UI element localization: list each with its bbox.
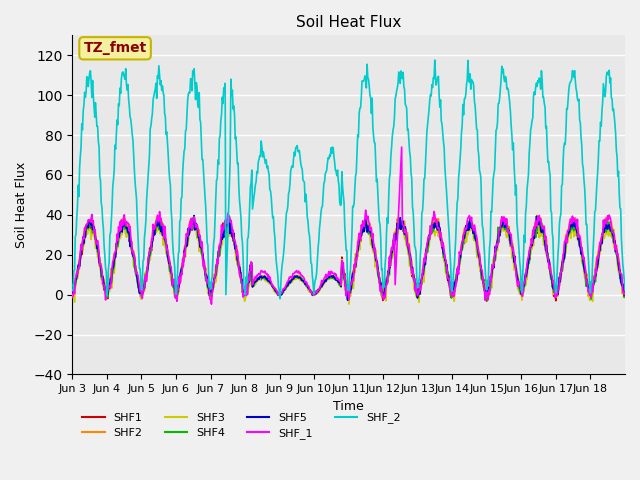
SHF4 <box>263 275 271 280</box>
SHF3 <box>438 244 446 250</box>
SHF_2 <box>431 57 438 63</box>
SHF4 <box>438 236 445 242</box>
X-axis label: Time: Time <box>333 400 364 413</box>
SHF_2 <box>276 296 284 301</box>
SHF3 <box>133 280 141 286</box>
SHF4 <box>284 283 292 288</box>
SHF_2 <box>438 121 446 127</box>
SHF_2 <box>68 288 76 293</box>
SHF2 <box>235 260 243 265</box>
SHF2 <box>262 276 270 282</box>
Line: SHF5: SHF5 <box>72 216 625 300</box>
SHF2 <box>438 234 445 240</box>
SHF1 <box>621 287 629 292</box>
Title: Soil Heat Flux: Soil Heat Flux <box>296 15 401 30</box>
SHF4 <box>68 286 76 291</box>
SHF_1 <box>407 258 415 264</box>
SHF1 <box>68 290 76 296</box>
SHF1 <box>284 281 292 287</box>
SHF2 <box>344 296 352 301</box>
SHF_1 <box>207 301 215 307</box>
SHF5 <box>133 276 141 282</box>
SHF3 <box>235 267 243 273</box>
SHF5 <box>284 283 292 288</box>
SHF_1 <box>621 290 629 296</box>
SHF_2 <box>235 184 243 190</box>
SHF5 <box>190 213 198 218</box>
SHF_1 <box>263 270 271 276</box>
SHF_1 <box>133 272 141 277</box>
SHF3 <box>428 219 436 225</box>
SHF3 <box>621 293 629 299</box>
SHF_2 <box>262 157 270 163</box>
SHF5 <box>236 264 243 270</box>
SHF_1 <box>68 294 76 300</box>
SHF5 <box>407 258 415 264</box>
SHF3 <box>345 301 353 307</box>
SHF_2 <box>621 288 629 293</box>
Line: SHF3: SHF3 <box>72 222 625 304</box>
SHF1 <box>263 276 271 281</box>
Legend: SHF1, SHF2, SHF3, SHF4, SHF5, SHF_1, SHF_2: SHF1, SHF2, SHF3, SHF4, SHF5, SHF_1, SHF… <box>78 408 405 444</box>
SHF1 <box>406 259 414 264</box>
Line: SHF_1: SHF_1 <box>72 147 625 304</box>
SHF_1 <box>236 273 243 278</box>
SHF_1 <box>398 144 406 150</box>
SHF1 <box>189 216 196 222</box>
Text: TZ_fmet: TZ_fmet <box>83 41 147 55</box>
Line: SHF1: SHF1 <box>72 219 625 301</box>
Y-axis label: Soil Heat Flux: Soil Heat Flux <box>15 162 28 248</box>
SHF2 <box>533 213 541 218</box>
SHF_1 <box>438 243 446 249</box>
SHF2 <box>621 295 629 300</box>
Line: SHF_2: SHF_2 <box>72 60 625 299</box>
SHF5 <box>68 290 76 296</box>
SHF4 <box>406 262 414 267</box>
SHF_2 <box>284 203 292 209</box>
SHF_2 <box>133 216 141 222</box>
SHF2 <box>284 283 291 289</box>
Line: SHF2: SHF2 <box>72 216 625 299</box>
SHF2 <box>133 275 141 281</box>
SHF5 <box>344 298 351 303</box>
SHF5 <box>438 244 446 250</box>
SHF3 <box>262 278 270 284</box>
SHF1 <box>133 276 141 281</box>
SHF5 <box>263 277 271 283</box>
SHF3 <box>284 284 291 290</box>
SHF4 <box>133 276 141 282</box>
SHF2 <box>406 256 414 262</box>
SHF3 <box>68 292 76 298</box>
Line: SHF4: SHF4 <box>72 216 625 300</box>
SHF4 <box>621 287 629 292</box>
SHF4 <box>484 298 492 303</box>
SHF4 <box>225 214 232 219</box>
SHF_1 <box>284 279 292 285</box>
SHF1 <box>438 239 445 244</box>
SHF_2 <box>406 154 414 160</box>
SHF2 <box>68 292 76 298</box>
SHF1 <box>483 298 490 304</box>
SHF1 <box>236 268 243 274</box>
SHF4 <box>236 265 243 271</box>
SHF3 <box>406 259 414 265</box>
SHF5 <box>621 292 629 298</box>
